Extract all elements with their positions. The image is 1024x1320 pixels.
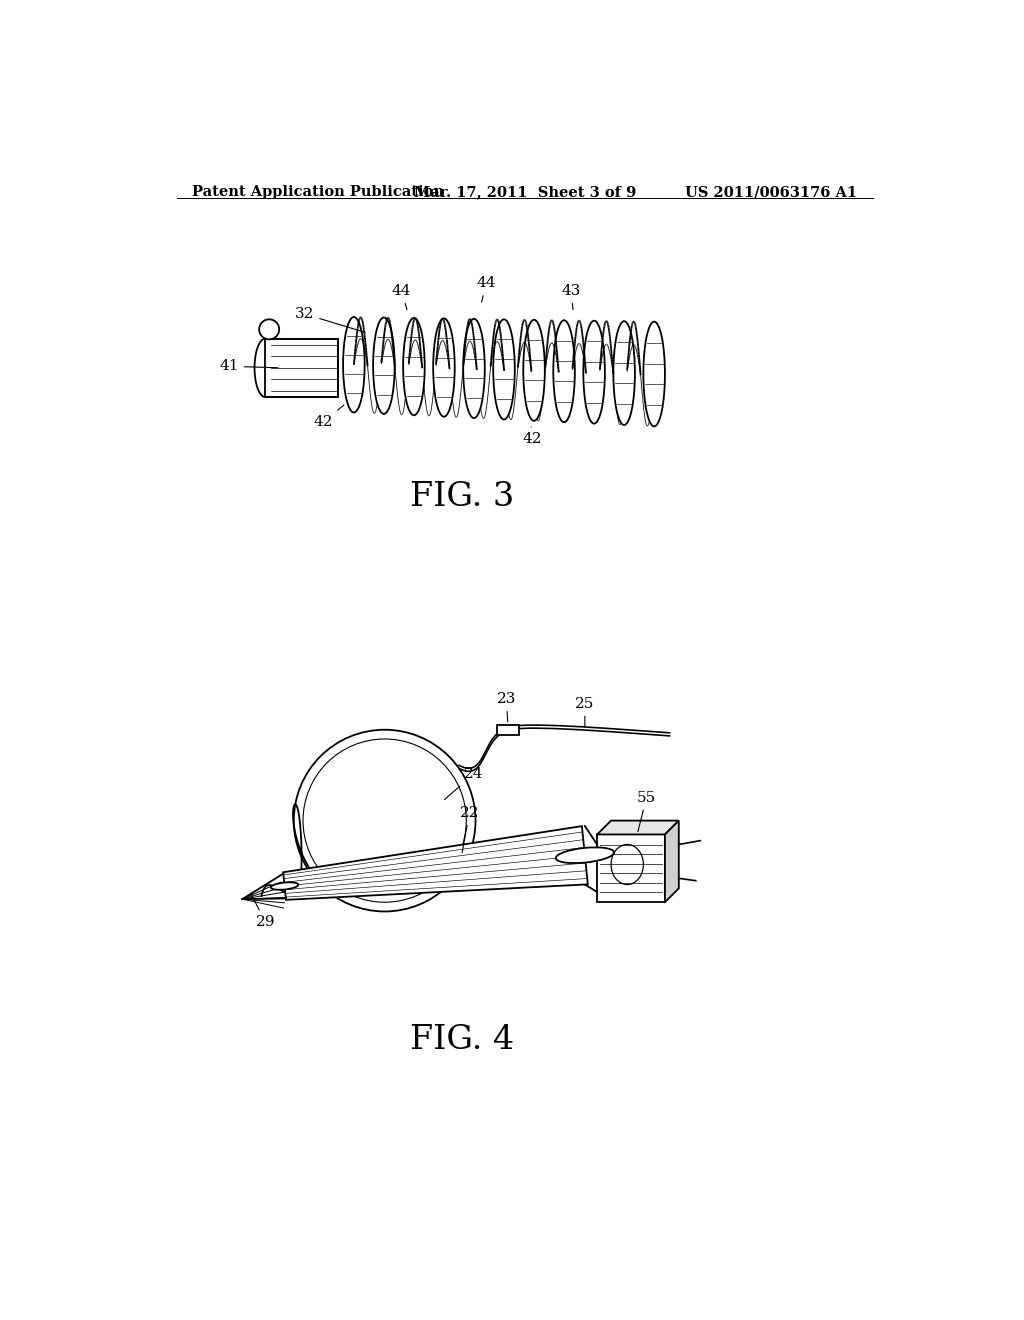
Polygon shape: [585, 826, 597, 892]
Text: 22: 22: [460, 807, 479, 853]
Text: 44: 44: [392, 284, 412, 310]
Ellipse shape: [553, 321, 574, 422]
Ellipse shape: [556, 847, 614, 863]
Polygon shape: [597, 834, 665, 903]
Text: FIG. 3: FIG. 3: [410, 482, 514, 513]
Circle shape: [259, 319, 280, 339]
Text: 25: 25: [575, 697, 595, 727]
Text: 44: 44: [476, 276, 496, 302]
Polygon shape: [597, 821, 679, 834]
Text: 42: 42: [313, 405, 344, 429]
Text: 43: 43: [561, 284, 581, 310]
Ellipse shape: [584, 321, 605, 424]
Bar: [497, 725, 518, 735]
Bar: [265, 339, 339, 397]
Ellipse shape: [343, 317, 365, 413]
Text: 55: 55: [637, 791, 656, 832]
Text: 29: 29: [251, 894, 275, 929]
Ellipse shape: [255, 339, 276, 397]
Ellipse shape: [373, 318, 394, 414]
Text: 41: 41: [219, 359, 278, 374]
Text: US 2011/0063176 A1: US 2011/0063176 A1: [685, 185, 857, 199]
Ellipse shape: [613, 321, 635, 425]
Text: 32: 32: [295, 308, 366, 333]
Text: 42: 42: [522, 426, 543, 446]
Ellipse shape: [643, 322, 665, 426]
Polygon shape: [665, 821, 679, 903]
Text: Mar. 17, 2011  Sheet 3 of 9: Mar. 17, 2011 Sheet 3 of 9: [414, 185, 636, 199]
Ellipse shape: [403, 318, 425, 416]
Ellipse shape: [270, 882, 298, 890]
Text: FIG. 4: FIG. 4: [410, 1024, 514, 1056]
Text: 23: 23: [497, 692, 516, 722]
Text: 24: 24: [444, 767, 483, 800]
Text: Patent Application Publication: Patent Application Publication: [193, 185, 444, 199]
Polygon shape: [284, 826, 588, 900]
Ellipse shape: [433, 318, 455, 417]
Ellipse shape: [523, 319, 545, 421]
Ellipse shape: [463, 319, 484, 418]
Ellipse shape: [494, 319, 515, 420]
